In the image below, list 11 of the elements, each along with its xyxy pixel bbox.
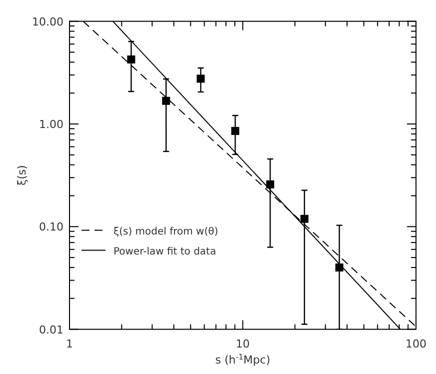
legend-label: ξ(s) model from w(θ) bbox=[114, 226, 218, 238]
x-tick-label: 1 bbox=[66, 337, 73, 350]
y-axis-title: ξ(s) bbox=[16, 165, 28, 186]
y-tick-label: 1.00 bbox=[39, 118, 64, 131]
y-tick-label: 0.10 bbox=[39, 220, 64, 234]
x-axis-title: s (h$^{-1}$Mpc) bbox=[215, 352, 270, 366]
legend-label: Power-law fit to data bbox=[114, 246, 216, 258]
x-tick-label: 10 bbox=[236, 337, 250, 350]
y-tick-label: 10.00 bbox=[32, 15, 64, 28]
y-tick-label: 0.01 bbox=[39, 323, 64, 336]
x-tick-label: 100 bbox=[406, 337, 426, 350]
